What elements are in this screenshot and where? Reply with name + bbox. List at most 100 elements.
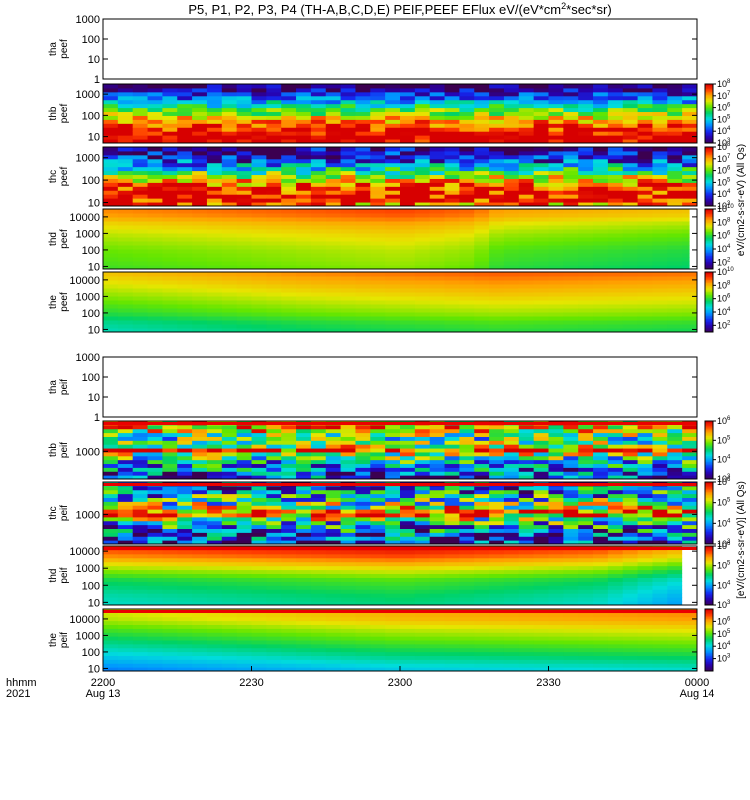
heatmap-cell [221,304,238,309]
heatmap-cell [206,111,223,116]
heatmap-cell [444,107,460,113]
heatmap-cell [503,229,520,234]
colorbar-step [705,506,713,509]
heatmap-cell [563,237,579,242]
heatmap-cell [459,202,475,207]
heatmap-cell [206,194,223,199]
heatmap-cell [117,272,134,277]
heatmap-cell [162,448,178,453]
heatmap-cell [385,233,401,238]
heatmap-cell [162,528,178,533]
heatmap-cell [385,194,401,199]
heatmap-cell [251,217,267,222]
heatmap-cell [117,451,134,457]
heatmap-cell [147,119,163,124]
colorbar-step [705,422,713,425]
heatmap-cell [355,257,371,262]
heatmap-cell [296,119,312,124]
heatmap-cell [370,328,386,333]
heatmap-cell [593,536,609,541]
heatmap-cell [414,300,431,305]
heatmap-cell [652,467,668,472]
heatmap-cell [192,553,208,559]
heatmap-cell [221,647,238,653]
heatmap-cell [132,612,149,618]
heatmap-cell [474,265,490,270]
heatmap-cell [177,249,193,254]
heatmap-cell [296,451,312,457]
heatmap-cell [503,459,520,465]
colorbar-step [705,485,713,488]
heatmap-cell [251,485,267,491]
heatmap-cell [192,229,208,234]
heatmap-cell [518,440,535,445]
colorbar-step [705,284,713,286]
heatmap-cell [578,202,594,207]
heatmap-cell [340,489,356,495]
heatmap-cell [296,304,312,309]
heatmap-cell [593,182,609,187]
heatmap-cell [132,316,149,321]
heatmap-cell [117,540,134,545]
heatmap-cell [682,320,697,325]
heatmap-cell [132,296,149,301]
heatmap-cell [682,154,697,160]
heatmap-cell [503,516,520,522]
heatmap-cell [474,593,490,598]
heatmap-cell [132,261,149,266]
heatmap-cell [177,549,193,555]
heatmap-cell [221,139,238,144]
heatmap-cell [251,455,267,461]
heatmap-cell [414,95,431,101]
heatmap-cell [489,194,505,199]
heatmap-cell [296,549,312,555]
panel-label: thb peif [48,442,70,458]
heatmap-cell [385,221,401,226]
heatmap-cell [578,213,594,218]
heatmap-cell [414,111,431,116]
heatmap-cell [162,87,178,93]
heatmap-cell [103,489,119,495]
heatmap-cell [370,276,386,281]
heatmap-cell [310,513,327,518]
heatmap-cell [147,99,163,105]
heatmap-cell [533,190,549,195]
heatmap-cell [310,577,327,582]
heatmap-cell [563,261,579,266]
heatmap-cell [548,561,564,567]
heatmap-cell [236,557,252,563]
heatmap-cell [355,190,371,195]
heatmap-cell [444,237,460,242]
heatmap-cell [459,111,475,116]
heatmap-cell [281,524,297,530]
heatmap-cell [637,296,653,301]
heatmap-cell [533,253,549,258]
heatmap-cell [132,99,149,105]
heatmap-cell [162,616,178,622]
heatmap-cell [162,485,178,491]
heatmap-cell [236,565,252,571]
heatmap-cell [266,493,282,499]
heatmap-cell [296,202,312,207]
heatmap-cell [251,178,267,183]
heatmap-cell [474,139,490,144]
heatmap-cell [370,123,386,128]
heatmap-cell [593,111,609,116]
heatmap-cell [281,663,297,668]
heatmap-cell [593,253,609,258]
heatmap-cell [518,261,535,266]
heatmap-cell [147,139,163,144]
heatmap-cell [503,593,520,598]
heatmap-cell [192,528,208,533]
heatmap-cell [117,459,134,465]
heatmap-cell [563,190,579,195]
heatmap-cell [533,166,549,172]
heatmap-cell [607,440,624,445]
heatmap-cell [622,428,639,434]
heatmap-cell [607,520,624,526]
heatmap-cell [355,265,371,270]
heatmap-cell [355,95,371,101]
heatmap-cell [221,513,238,518]
heatmap-cell [103,95,119,101]
